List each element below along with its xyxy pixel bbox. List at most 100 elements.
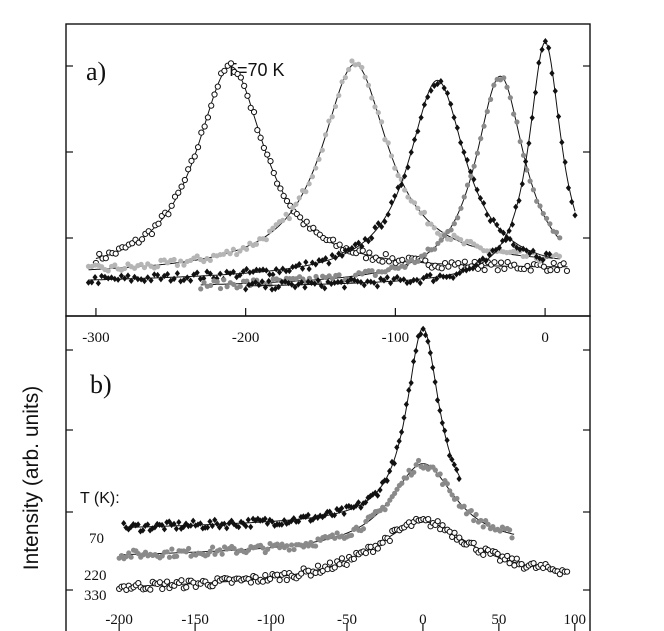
data-point: [263, 237, 269, 243]
data-point: [487, 96, 494, 102]
data-point: [411, 200, 418, 206]
data-point: [348, 532, 355, 538]
data-point: [503, 236, 509, 244]
data-point: [553, 229, 560, 235]
data-point: [461, 503, 467, 509]
data-point: [411, 469, 417, 475]
data-point: [280, 265, 286, 272]
data-point: [175, 189, 182, 196]
data-point: [448, 236, 454, 243]
data-point: [306, 181, 312, 187]
data-point: [560, 260, 567, 267]
data-point: [447, 488, 453, 494]
data-point: [141, 264, 148, 271]
data-point: [319, 147, 325, 153]
data-point: [398, 181, 404, 189]
panel-a-frame: [65, 23, 591, 317]
data-point: [174, 553, 180, 559]
data-point: [468, 507, 474, 514]
data-point: [441, 232, 448, 239]
data-point: [209, 544, 216, 550]
data-point: [92, 274, 98, 281]
data-point: [105, 275, 111, 282]
data-point: [191, 153, 198, 160]
data-point: [449, 456, 455, 463]
data-point: [420, 325, 426, 333]
data-point: [483, 257, 489, 264]
data-point: [448, 227, 454, 233]
data-point: [316, 257, 322, 264]
data-point: [262, 284, 269, 291]
data-point: [227, 251, 233, 257]
data-point: [307, 517, 314, 524]
data-point: [190, 517, 196, 525]
data-point: [174, 270, 180, 277]
data-point: [519, 180, 525, 188]
data-point: [375, 492, 381, 499]
data-point: [454, 124, 460, 132]
data-point: [414, 276, 420, 284]
data-point: [422, 252, 428, 258]
data-point: [266, 277, 272, 285]
data-point: [501, 265, 508, 272]
data-point: [401, 276, 407, 283]
data-point: [253, 241, 260, 247]
data-point: [386, 537, 393, 545]
data-point: [207, 270, 213, 277]
data-point: [360, 500, 366, 507]
data-point: [230, 268, 236, 276]
data-point: [224, 284, 230, 290]
data-point: [461, 194, 467, 200]
data-point: [485, 521, 491, 527]
data-point: [526, 140, 532, 147]
data-point: [147, 586, 154, 593]
data-point: [360, 526, 367, 532]
data-point: [382, 251, 389, 258]
data-point: [415, 258, 421, 264]
data-point: [302, 284, 308, 291]
data-point: [288, 517, 294, 525]
data-point: [365, 82, 372, 88]
data-point: [306, 265, 312, 273]
data-point: [207, 548, 213, 554]
data-point: [394, 273, 400, 281]
data-point: [279, 278, 285, 286]
data-point: [219, 551, 225, 557]
data-point: [147, 527, 153, 534]
x-tick-label: 50: [491, 612, 506, 628]
data-point: [513, 203, 519, 211]
data-point: [497, 259, 505, 266]
data-point: [520, 152, 527, 158]
data-point: [537, 255, 543, 262]
data-point: [527, 178, 533, 184]
data-point: [128, 277, 134, 284]
data-point: [247, 104, 254, 111]
data-point: [328, 280, 334, 287]
data-point: [187, 277, 194, 284]
data-point: [547, 267, 554, 274]
data-point: [516, 197, 522, 204]
data-point: [415, 457, 422, 464]
data-point: [157, 521, 163, 528]
data-point: [217, 270, 223, 278]
data-point: [473, 261, 479, 269]
data-point: [365, 237, 372, 245]
data-point: [552, 87, 558, 95]
data-point: [395, 172, 401, 179]
data-point: [439, 419, 445, 427]
data-point: [280, 217, 286, 224]
data-point: [536, 59, 542, 67]
data-point: [557, 235, 563, 241]
data-point: [474, 150, 481, 156]
data-point: [329, 276, 336, 282]
data-point: [422, 331, 429, 339]
data-point: [309, 174, 316, 180]
data-point: [303, 189, 309, 195]
data-point: [406, 386, 412, 394]
data-point: [322, 512, 328, 519]
data-point: [517, 246, 523, 253]
data-point: [377, 486, 383, 494]
data-point: [506, 227, 512, 235]
data-point: [562, 158, 568, 166]
data-point: [345, 278, 351, 285]
